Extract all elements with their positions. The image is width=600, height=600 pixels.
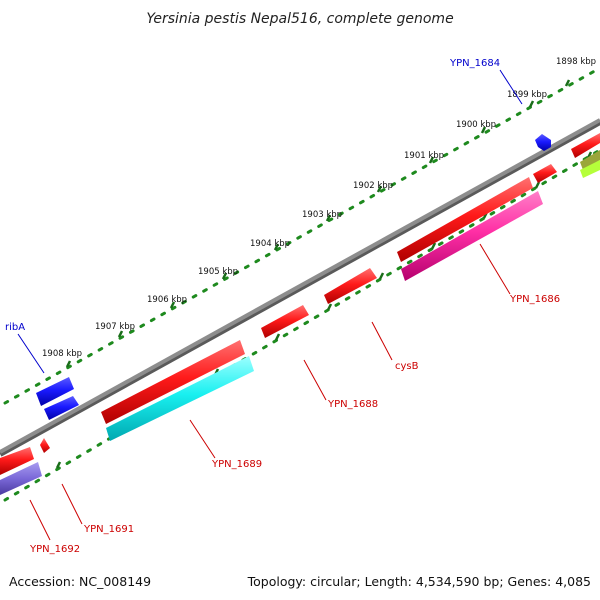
gene-feature-red-long[interactable] [101,340,245,424]
gene-feature-red-1687[interactable] [397,177,533,262]
map-title: Yersinia pestis Nepal516, complete genom… [146,11,453,27]
gene-label-ypn-1692[interactable]: YPN_1692 [29,544,80,555]
gene-feature-olive [580,150,600,170]
outer-ruler-track [3,66,600,405]
gene-feature-lime [580,160,600,178]
gene-feature-ypn-1684[interactable] [535,134,551,151]
ruler-label: 1906 kbp [147,295,187,305]
gene-label-cysb[interactable]: cysB [395,361,419,372]
gene-label-ypn-1689[interactable]: YPN_1689 [211,459,262,470]
ruler-label: 1903 kbp [302,210,342,220]
backbone [0,118,600,454]
topology-summary: Topology: circular; Length: 4,534,590 bp… [247,574,591,589]
gene-feature-ypn-1689[interactable] [106,356,254,441]
gene-feature-red-left[interactable] [0,447,34,475]
gene-label-ypn-1686[interactable]: YPN_1686 [509,294,560,305]
outer-major-ticks [65,79,571,368]
inner-ruler-track [3,148,600,502]
ruler-label: 1901 kbp [404,151,444,161]
gene-label-ypn-1684[interactable]: YPN_1684 [449,58,500,69]
gene-feature-riba-2[interactable] [44,396,79,420]
gene-feature-ypn-1692[interactable] [0,462,42,495]
ruler-label: 1904 kbp [250,239,290,249]
gene-feature-ypn-1686[interactable] [401,191,543,281]
ruler-label: 1907 kbp [95,322,135,332]
label-leaders [17,69,523,541]
gene-label-riba[interactable]: ribA [5,322,25,333]
accession-text: Accession: NC_008149 [9,574,151,589]
ruler-labels: 1898 kbp 1899 kbp 1900 kbp 1901 kbp 1902… [42,57,596,359]
gene-feature-ypn-1691[interactable] [40,438,50,453]
gene-label-ypn-1688[interactable]: YPN_1688 [327,399,378,410]
ruler-label: 1898 kbp [556,57,596,67]
ruler-label: 1908 kbp [42,349,82,359]
gene-label-ypn-1691[interactable]: YPN_1691 [83,524,134,535]
gene-feature-cysb[interactable] [324,268,377,304]
gene-feature-red-edge[interactable] [571,133,600,158]
gene-feature-ypn-1688[interactable] [261,305,309,338]
ruler-label: 1905 kbp [198,267,238,277]
gene-feature-red-1685[interactable] [533,164,557,183]
ruler-label: 1899 kbp [507,90,547,100]
ruler-label: 1902 kbp [353,181,393,191]
gene-feature-riba-1[interactable] [36,377,74,406]
ruler-label: 1900 kbp [456,120,496,130]
